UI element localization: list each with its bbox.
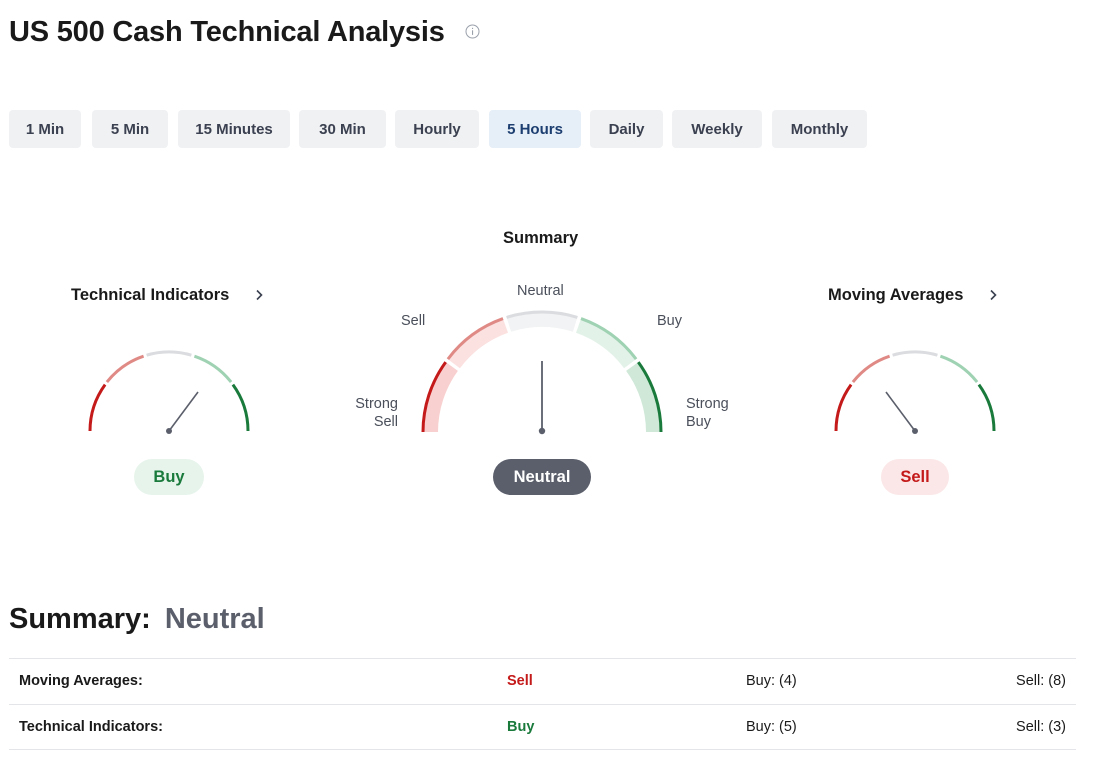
summary-heading-value: Neutral	[164, 603, 265, 635]
page-title: US 500 Cash Technical Analysis	[9, 16, 445, 48]
moving-averages-gauge	[834, 350, 996, 434]
technical-indicators-title[interactable]: Technical Indicators	[71, 286, 230, 304]
needle-pivot	[538, 427, 546, 435]
row-sell-count: Sell: (8)	[1016, 673, 1066, 689]
row-action: Buy	[507, 719, 535, 735]
summary-gauge	[421, 310, 663, 435]
row-buy-count: Buy: (4)	[746, 673, 797, 689]
row-label: Technical Indicators:	[19, 719, 163, 735]
scale-label-neutral: Neutral	[517, 283, 564, 299]
chevron-right-icon[interactable]	[988, 289, 998, 301]
tab-30-min[interactable]: 30 Min	[299, 110, 386, 148]
summary-gauge-title: Summary	[503, 229, 579, 247]
scale-label-sell: Sell	[401, 313, 426, 329]
scale-label-buy: Buy	[657, 313, 682, 329]
technical-indicators-verdict: Buy	[134, 459, 204, 495]
moving-averages-verdict: Sell	[881, 459, 949, 495]
table-row: Moving Averages: Sell Buy: (4) Sell: (8)	[9, 658, 1076, 704]
summary-heading-label: Summary:	[9, 603, 151, 635]
scale-label-strong-sell: Strong Sell	[355, 396, 398, 430]
chevron-right-icon[interactable]	[254, 289, 264, 301]
needle-pivot	[166, 428, 172, 434]
tab-15-minutes[interactable]: 15 Minutes	[178, 110, 290, 148]
scale-label-strong-buy: Strong Buy	[686, 396, 729, 430]
tab-monthly[interactable]: Monthly	[772, 110, 867, 148]
tab-1-min[interactable]: 1 Min	[9, 110, 81, 148]
row-label: Moving Averages:	[19, 673, 143, 689]
summary-verdict: Neutral	[493, 459, 591, 495]
summary-heading: Summary: Neutral	[9, 603, 265, 636]
table-row: Technical Indicators: Buy Buy: (5) Sell:…	[9, 704, 1076, 750]
needle	[885, 391, 916, 432]
tab-hourly[interactable]: Hourly	[395, 110, 479, 148]
tab-daily[interactable]: Daily	[590, 110, 663, 148]
technical-indicators-gauge	[88, 350, 250, 434]
needle-pivot	[912, 428, 918, 434]
summary-table: Moving Averages: Sell Buy: (4) Sell: (8)…	[9, 658, 1076, 750]
tab-5-min[interactable]: 5 Min	[92, 110, 168, 148]
tab-5-hours[interactable]: 5 Hours	[489, 110, 581, 148]
moving-averages-title[interactable]: Moving Averages	[828, 286, 964, 304]
row-sell-count: Sell: (3)	[1016, 719, 1066, 735]
row-buy-count: Buy: (5)	[746, 719, 797, 735]
tab-weekly[interactable]: Weekly	[672, 110, 762, 148]
needle	[168, 391, 199, 432]
row-action: Sell	[507, 673, 533, 689]
info-icon[interactable]	[465, 24, 480, 39]
